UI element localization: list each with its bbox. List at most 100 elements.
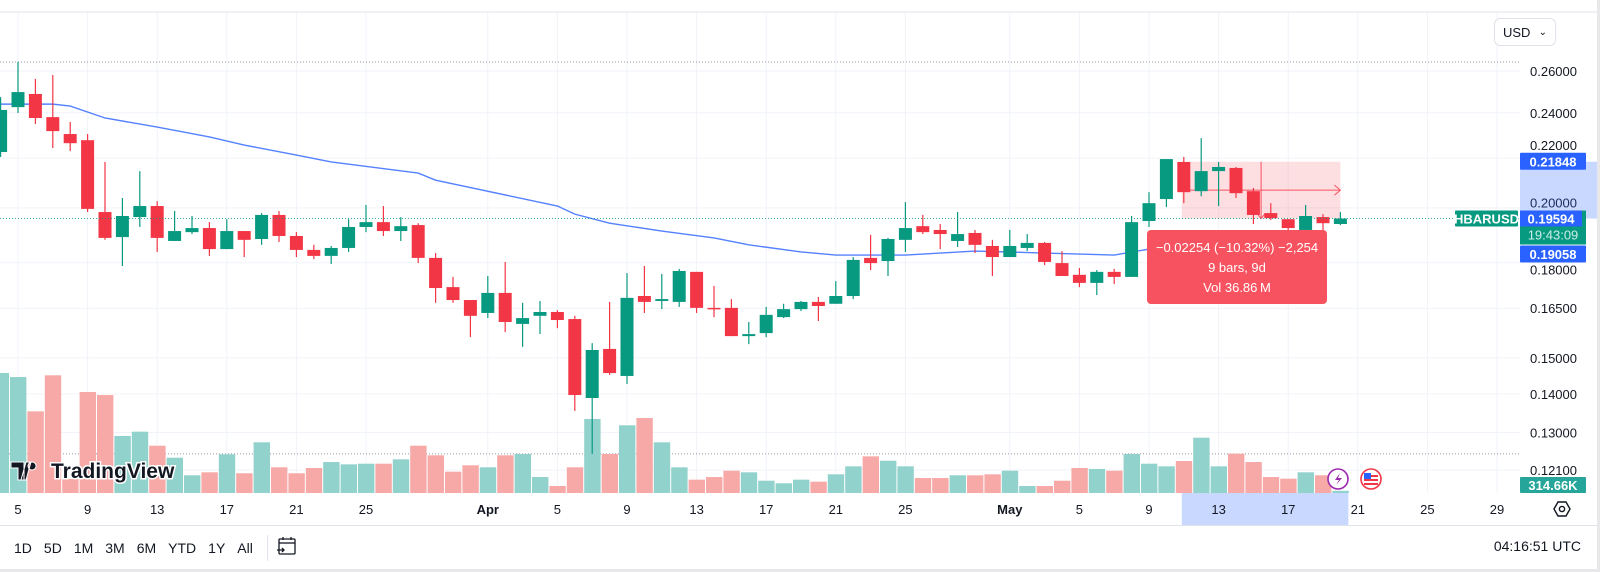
range-button-ytd[interactable]: YTD [168, 540, 197, 556]
clock[interactable]: 04:16:51 UTC [1493, 538, 1581, 554]
time-tick-label: 5 [1076, 502, 1083, 517]
candle-body [237, 231, 251, 240]
volume-bar [358, 463, 375, 493]
candle-body [759, 314, 773, 334]
candle-body [550, 311, 564, 321]
candle-body [846, 259, 860, 297]
range-button-5d[interactable]: 5D [43, 540, 62, 556]
candle-body [1072, 274, 1086, 283]
candle-body [150, 206, 164, 238]
volume-bar [236, 473, 253, 493]
candle-body [289, 235, 303, 250]
measure-volume: Vol 36.86 M [1203, 279, 1271, 295]
volume-bar [305, 468, 323, 493]
lightning-icon[interactable] [1327, 468, 1349, 490]
volume-bar [462, 465, 479, 493]
volume-bar [1019, 485, 1036, 493]
time-tick-label: 21 [1351, 502, 1365, 517]
volume-bar [497, 455, 514, 493]
candle-body [1194, 171, 1208, 192]
volume-bar [1297, 472, 1314, 493]
time-tick-label: 9 [84, 502, 91, 517]
range-button-6m[interactable]: 6M [136, 540, 157, 556]
time-axis[interactable]: 5 9 13 17 21 25 Apr 5 9 13 17 21 25 May 5 9 13 17 21 25 29 [14, 493, 1504, 525]
candle-body [933, 229, 947, 235]
volume-bar [880, 460, 897, 493]
arrowhead-icon [1256, 213, 1266, 220]
range-button-1d[interactable]: 1D [14, 540, 32, 556]
volume-bar [688, 479, 705, 493]
price-tick-label: 0.13000 [1530, 426, 1577, 441]
volume-bar [810, 481, 827, 493]
candle-body [1333, 218, 1347, 225]
time-tick-label: 13 [150, 502, 164, 517]
us-flag-icon[interactable] [1360, 468, 1382, 490]
candle-body [1038, 242, 1052, 262]
chart-settings-icon[interactable] [1553, 501, 1571, 517]
range-button-1m[interactable]: 1M [73, 540, 94, 556]
time-tick-label: 17 [1281, 502, 1295, 517]
time-tick-label: 13 [689, 502, 703, 517]
candle-body [0, 109, 8, 153]
volume-bar [740, 472, 758, 493]
candle-body [690, 271, 704, 308]
volume-bar [149, 445, 166, 493]
candle-body [220, 231, 234, 250]
window-edge [1597, 0, 1600, 572]
candle-body [1177, 161, 1191, 193]
price-tick-label: 0.15000 [1530, 351, 1577, 366]
volume-bar [392, 459, 410, 493]
calendar-goto-icon[interactable] [276, 535, 298, 562]
candle-body [394, 226, 408, 232]
volume-bar [1001, 470, 1019, 493]
candle-body [202, 228, 216, 250]
candle-body [1090, 271, 1104, 283]
measurement-zone[interactable] [1181, 161, 1342, 220]
candle-body [133, 206, 147, 218]
volume-bar [1245, 462, 1262, 493]
volume-bar [1210, 466, 1227, 493]
volume-value-label: 314.66K [1528, 478, 1578, 493]
volume-bar [532, 477, 549, 493]
volume-bar [793, 479, 810, 493]
time-tick-label: 17 [759, 502, 773, 517]
range-button-all[interactable]: All [237, 540, 253, 556]
window-edge [0, 569, 1600, 572]
range-button-1y[interactable]: 1Y [208, 540, 226, 556]
range-high-label: 0.21848 [1530, 154, 1577, 169]
candle-body [1107, 271, 1121, 277]
candle-body [324, 247, 338, 256]
currency-select[interactable]: USD ⌄ [1494, 18, 1556, 46]
candle-body [307, 249, 321, 256]
candle-body [63, 134, 77, 144]
volume-bar [514, 453, 531, 493]
candle-body [516, 318, 530, 324]
volume-bar [1332, 490, 1349, 493]
volume-bar [845, 466, 862, 493]
candle-body [637, 296, 651, 302]
tradingview-logo-icon [10, 461, 37, 481]
time-range-highlight [1181, 493, 1349, 525]
candle-body [168, 231, 182, 241]
price-tick-label: 0.16500 [1530, 301, 1577, 316]
candle-body [446, 287, 460, 301]
candle-body [359, 222, 373, 227]
time-tick-label: 21 [289, 502, 303, 517]
high-low-lines [0, 61, 1520, 455]
candle-body [98, 212, 112, 238]
currency-label: USD [1503, 24, 1531, 40]
volume-bar [967, 475, 984, 493]
candle-body [811, 301, 825, 306]
candles [0, 62, 1347, 454]
candle-body [28, 93, 42, 118]
range-low-label: 0.19058 [1530, 247, 1577, 262]
range-button-3m[interactable]: 3M [105, 540, 125, 556]
candle-body [115, 215, 129, 238]
candle-body [1246, 191, 1260, 215]
volume-bar [166, 457, 183, 493]
candle-body [272, 214, 286, 236]
volume-bar [1088, 468, 1106, 493]
